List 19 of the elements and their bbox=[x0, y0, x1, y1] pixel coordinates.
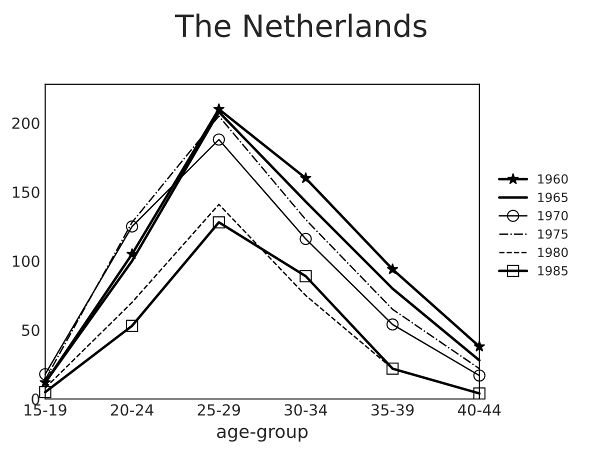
legend-label: 1960 bbox=[538, 174, 568, 184]
chart-title: The Netherlands bbox=[175, 14, 426, 38]
y-tick-label: 150 bbox=[12, 186, 40, 198]
legend-label: 1970 bbox=[538, 210, 568, 220]
legend-label: 1965 bbox=[538, 192, 568, 202]
y-tick-label: 0 bbox=[32, 393, 40, 406]
y-tick-label: 50 bbox=[22, 324, 40, 336]
y-tick-label: 100 bbox=[12, 255, 40, 268]
x-tick-label: 25-29 bbox=[198, 404, 240, 416]
x-tick-label: 20-24 bbox=[110, 404, 154, 416]
legend-label: 1980 bbox=[538, 248, 568, 258]
x-tick-label: 15-19 bbox=[24, 404, 66, 416]
x-tick-label: 30-34 bbox=[284, 404, 328, 416]
x-tick-label: 35-39 bbox=[372, 404, 414, 416]
x-axis-title: age-group bbox=[217, 428, 308, 442]
x-tick-label: 40-44 bbox=[458, 404, 501, 416]
legend-label: 1975 bbox=[538, 229, 568, 239]
legend-label: 1985 bbox=[538, 266, 568, 276]
y-tick-label: 200 bbox=[12, 117, 40, 130]
